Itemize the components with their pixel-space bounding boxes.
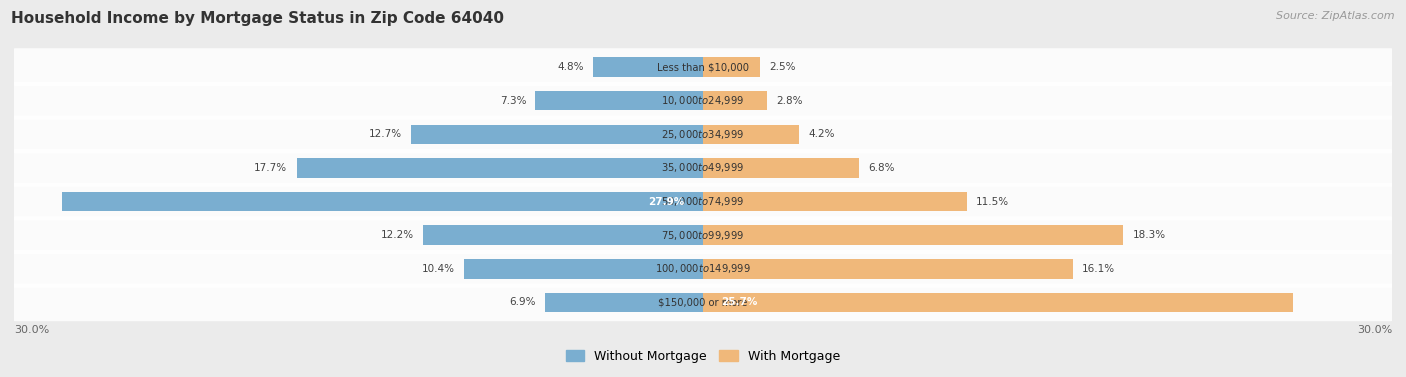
- FancyBboxPatch shape: [11, 149, 1395, 187]
- Bar: [703, 158, 859, 178]
- Text: Source: ZipAtlas.com: Source: ZipAtlas.com: [1277, 11, 1395, 21]
- FancyBboxPatch shape: [11, 183, 1395, 221]
- Bar: [412, 124, 703, 144]
- Text: 6.9%: 6.9%: [509, 297, 536, 307]
- Bar: [703, 124, 800, 144]
- Text: 4.8%: 4.8%: [557, 62, 583, 72]
- Text: 7.3%: 7.3%: [499, 96, 526, 106]
- Text: $75,000 to $99,999: $75,000 to $99,999: [661, 228, 745, 242]
- FancyBboxPatch shape: [11, 82, 1395, 120]
- Bar: [62, 192, 703, 211]
- Text: 30.0%: 30.0%: [14, 325, 49, 335]
- Text: 6.8%: 6.8%: [869, 163, 894, 173]
- Text: $25,000 to $34,999: $25,000 to $34,999: [661, 128, 745, 141]
- Bar: [703, 57, 761, 77]
- Text: 12.2%: 12.2%: [381, 230, 413, 240]
- Bar: [703, 293, 1294, 312]
- Text: 4.2%: 4.2%: [808, 129, 835, 139]
- Text: 25.7%: 25.7%: [721, 297, 758, 307]
- Bar: [297, 158, 703, 178]
- Text: 17.7%: 17.7%: [254, 163, 287, 173]
- Bar: [423, 225, 703, 245]
- Bar: [703, 192, 967, 211]
- FancyBboxPatch shape: [11, 115, 1395, 153]
- Text: 2.5%: 2.5%: [769, 62, 796, 72]
- Text: 10.4%: 10.4%: [422, 264, 456, 274]
- Bar: [593, 57, 703, 77]
- Text: 16.1%: 16.1%: [1083, 264, 1115, 274]
- FancyBboxPatch shape: [11, 216, 1395, 254]
- FancyBboxPatch shape: [11, 48, 1395, 86]
- Text: 18.3%: 18.3%: [1132, 230, 1166, 240]
- FancyBboxPatch shape: [11, 250, 1395, 288]
- Text: 12.7%: 12.7%: [368, 129, 402, 139]
- Text: Less than $10,000: Less than $10,000: [657, 62, 749, 72]
- Bar: [544, 293, 703, 312]
- Text: $50,000 to $74,999: $50,000 to $74,999: [661, 195, 745, 208]
- Bar: [536, 91, 703, 110]
- Bar: [703, 259, 1073, 279]
- Text: 11.5%: 11.5%: [976, 196, 1010, 207]
- Text: $100,000 to $149,999: $100,000 to $149,999: [655, 262, 751, 275]
- Text: $10,000 to $24,999: $10,000 to $24,999: [661, 94, 745, 107]
- Bar: [703, 91, 768, 110]
- Text: Household Income by Mortgage Status in Zip Code 64040: Household Income by Mortgage Status in Z…: [11, 11, 505, 26]
- Text: $35,000 to $49,999: $35,000 to $49,999: [661, 161, 745, 175]
- Text: $150,000 or more: $150,000 or more: [658, 297, 748, 307]
- Text: 30.0%: 30.0%: [1357, 325, 1392, 335]
- Text: 27.9%: 27.9%: [648, 196, 685, 207]
- Bar: [464, 259, 703, 279]
- Text: 2.8%: 2.8%: [776, 96, 803, 106]
- Legend: Without Mortgage, With Mortgage: Without Mortgage, With Mortgage: [561, 345, 845, 368]
- Bar: [703, 225, 1123, 245]
- FancyBboxPatch shape: [11, 284, 1395, 321]
